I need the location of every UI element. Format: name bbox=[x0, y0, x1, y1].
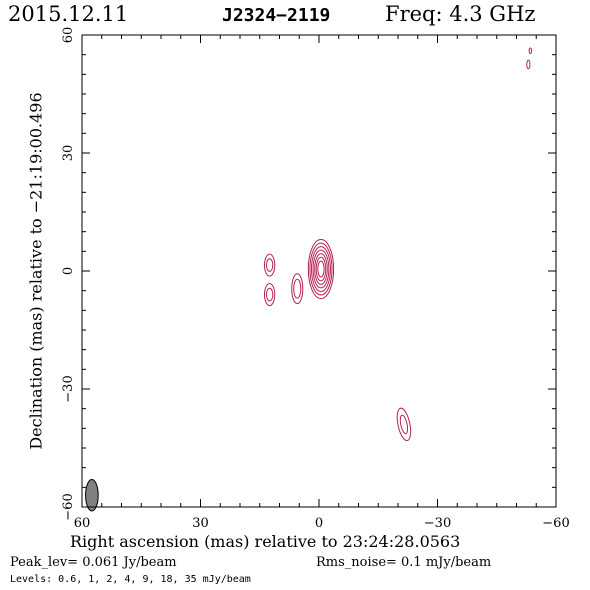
contour-level bbox=[312, 249, 330, 289]
contour-level bbox=[314, 253, 328, 285]
contour-level bbox=[396, 407, 412, 442]
y-tick-label: 0 bbox=[61, 267, 76, 275]
x-tick-label: 60 bbox=[74, 516, 91, 531]
contour-level bbox=[265, 287, 274, 302]
contour-level bbox=[399, 414, 409, 435]
contour-level bbox=[526, 59, 531, 70]
contour-level bbox=[263, 283, 276, 307]
contour-level bbox=[310, 246, 331, 292]
y-tick-label: −30 bbox=[61, 375, 76, 402]
contour-level bbox=[528, 47, 533, 54]
x-tick-label: 30 bbox=[192, 516, 209, 531]
contour-level bbox=[291, 273, 304, 305]
x-axis-label: Right ascension (mas) relative to 23:24:… bbox=[70, 532, 461, 551]
contour-levels: Levels: 0.6, 1, 2, 4, 9, 18, 35 mJy/beam bbox=[10, 574, 251, 585]
contour-level bbox=[263, 253, 276, 277]
plot-frame bbox=[81, 34, 557, 508]
y-tick-label: 30 bbox=[61, 145, 76, 162]
x-tick-label: −60 bbox=[542, 516, 569, 531]
beam-ellipse bbox=[85, 478, 99, 512]
contour-level bbox=[265, 258, 274, 272]
y-tick-label: −60 bbox=[61, 493, 76, 520]
epoch-date: 2015.12.11 bbox=[8, 2, 129, 26]
y-tick-label: 60 bbox=[61, 27, 76, 44]
contour-level bbox=[315, 256, 327, 282]
frequency-label: Freq: 4.3 GHz bbox=[385, 2, 536, 26]
peak-level: Peak_lev= 0.061 Jy/beam bbox=[10, 555, 177, 570]
source-name: J2324−2119 bbox=[222, 5, 331, 26]
contour-level bbox=[317, 260, 325, 278]
contour-level bbox=[307, 239, 335, 300]
rms-noise: Rms_noise= 0.1 mJy/beam bbox=[316, 555, 492, 570]
contour-level bbox=[309, 242, 333, 296]
contour-level bbox=[293, 278, 302, 299]
x-tick-label: 0 bbox=[315, 516, 323, 531]
x-tick-label: −30 bbox=[424, 516, 451, 531]
y-axis-label: Declination (mas) relative to −21:19:00.… bbox=[26, 92, 46, 450]
